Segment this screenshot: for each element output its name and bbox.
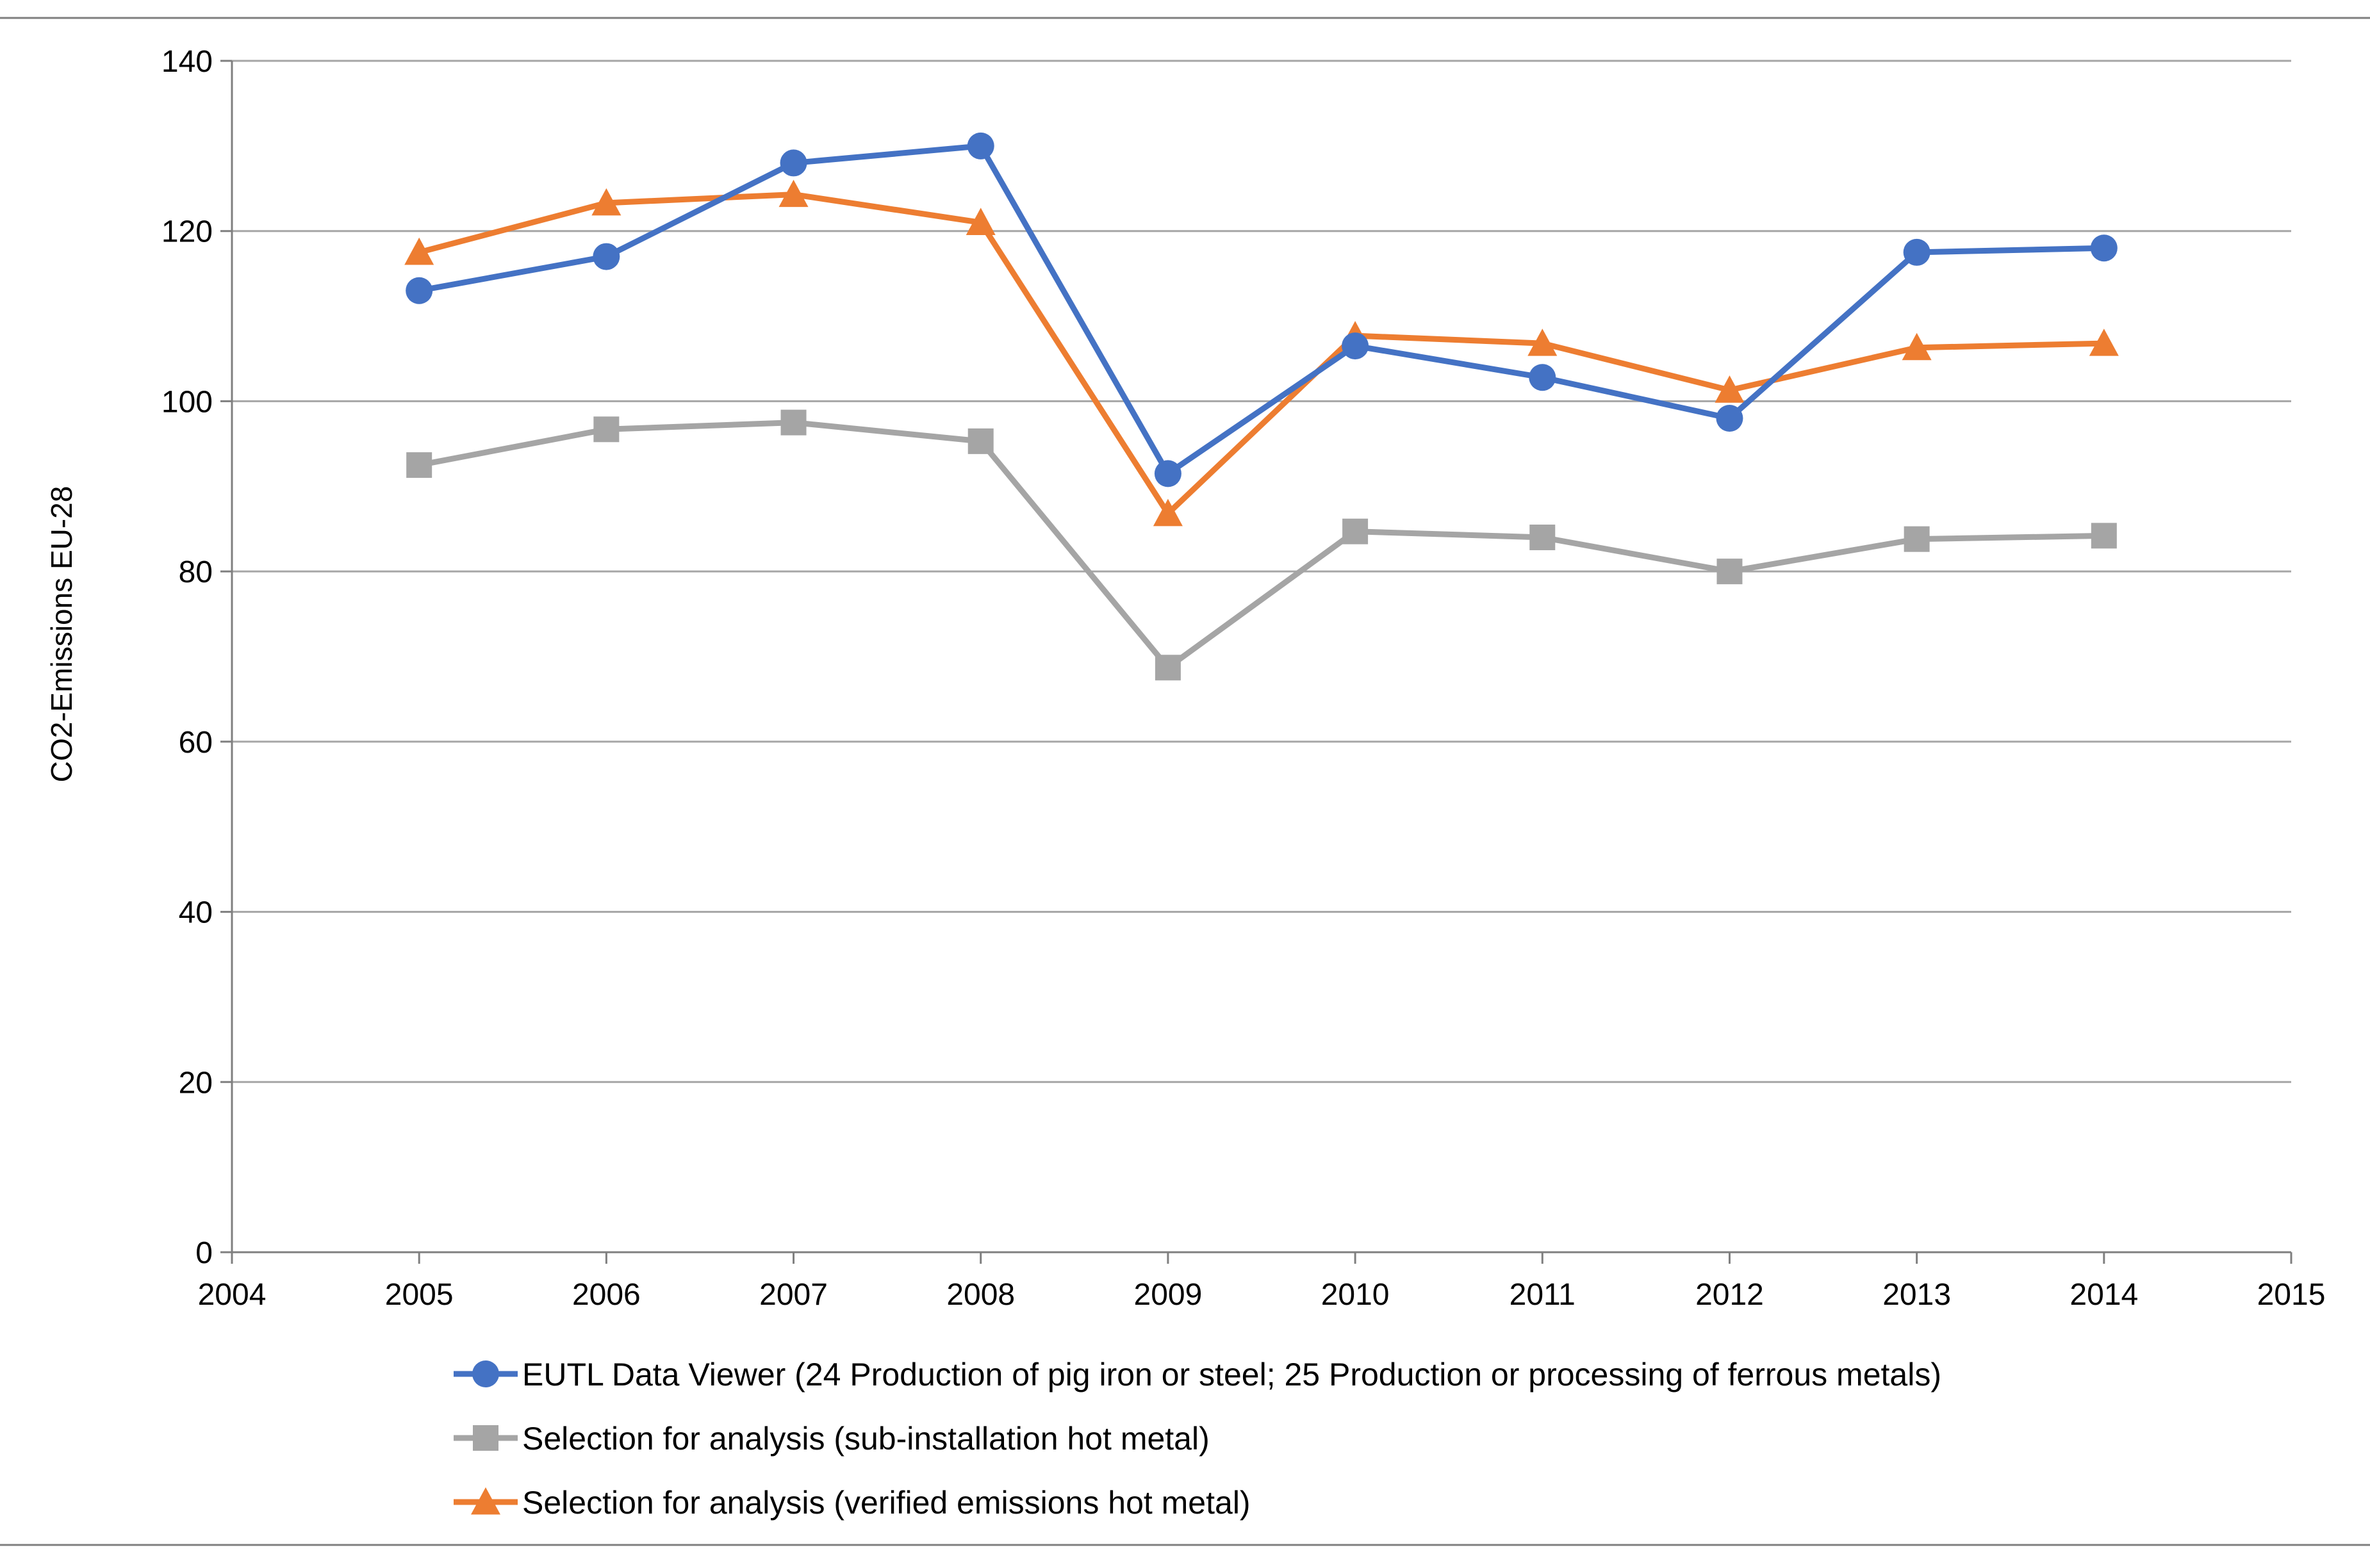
data-point <box>1153 498 1183 527</box>
x-tick-label: 2005 <box>385 1278 454 1312</box>
series-line <box>418 192 2104 517</box>
x-tick-labels: 2004 2005 2006 2007 2008 2009 2010 2011 2012 2013… <box>198 1278 2326 1312</box>
legend-entry: EUTL Data Viewer (24 Production of pig i… <box>454 1357 1941 1392</box>
data-point <box>967 428 994 454</box>
data-point <box>406 452 432 478</box>
data-point <box>593 416 620 443</box>
data-point <box>1155 655 1181 681</box>
legend-label: Selection for analysis (sub-installation… <box>522 1421 1210 1457</box>
x-tick-label: 2009 <box>1134 1278 1203 1312</box>
data-point <box>1902 332 1932 361</box>
legend-swatch-marker <box>471 1487 500 1515</box>
y-tick-label: 100 <box>161 385 213 419</box>
data-point <box>2090 234 2118 262</box>
series-0 <box>406 132 2118 487</box>
legend-entry: Selection for analysis (verified emissio… <box>454 1485 1251 1521</box>
y-tick-label: 40 <box>179 896 213 930</box>
data-point <box>593 243 620 270</box>
y-tick-label: 60 <box>179 726 213 760</box>
data-point <box>1527 329 1558 356</box>
x-tick-label: 2004 <box>198 1278 267 1312</box>
data-point <box>1903 238 1930 266</box>
data-point <box>1529 364 1556 391</box>
legend-label: EUTL Data Viewer (24 Production of pig i… <box>522 1357 1941 1392</box>
y-tick-label: 20 <box>179 1066 213 1100</box>
x-tick-label: 2014 <box>2070 1278 2138 1312</box>
y-tick-label: 80 <box>179 555 213 589</box>
series-line <box>418 143 2104 477</box>
data-point <box>966 208 996 235</box>
data-point <box>1154 460 1181 487</box>
x-tick-label: 2012 <box>1695 1278 1764 1312</box>
series-line <box>418 420 2104 671</box>
data-point <box>406 277 433 304</box>
y-tick-label: 0 <box>195 1236 213 1270</box>
x-tick-label: 2013 <box>1882 1278 1951 1312</box>
y-axis-label: CO2-Emissions EU-28 <box>45 486 78 783</box>
data-point <box>2091 523 2117 549</box>
gridlines <box>232 60 2291 1083</box>
y-tick-label: 120 <box>161 215 213 249</box>
legend-label: Selection for analysis (verified emissio… <box>522 1485 1251 1521</box>
data-point <box>1342 332 1369 360</box>
legend-swatch-marker <box>472 1360 499 1387</box>
data-point <box>2089 329 2119 356</box>
data-point <box>1715 375 1745 403</box>
series-1 <box>406 409 2117 681</box>
axes <box>220 60 2292 1264</box>
data-point <box>404 237 434 265</box>
x-tick-label: 2008 <box>946 1278 1015 1312</box>
y-tick-labels: 0 20 40 60 80 100 120 140 <box>161 45 213 1270</box>
data-point <box>591 188 621 216</box>
x-tick-label: 2007 <box>759 1278 828 1312</box>
data-point <box>1716 405 1743 432</box>
data-point <box>967 132 994 159</box>
data-point <box>780 409 807 436</box>
x-tick-label: 2015 <box>2257 1278 2326 1312</box>
y-tick-label: 140 <box>161 45 213 79</box>
legend-swatch-marker <box>473 1425 498 1451</box>
series-group <box>404 132 2119 681</box>
x-tick-label: 2010 <box>1321 1278 1390 1312</box>
data-point <box>780 149 807 177</box>
data-point <box>1904 526 1930 552</box>
data-point <box>778 179 809 208</box>
legend: EUTL Data Viewer (24 Production of pig i… <box>454 1357 1941 1521</box>
data-point <box>1716 559 1743 585</box>
legend-entry: Selection for analysis (sub-installation… <box>454 1421 1210 1457</box>
x-tick-label: 2011 <box>1510 1278 1576 1312</box>
data-point <box>1342 518 1369 544</box>
data-point <box>1529 525 1556 550</box>
x-tick-label: 2006 <box>572 1278 641 1312</box>
